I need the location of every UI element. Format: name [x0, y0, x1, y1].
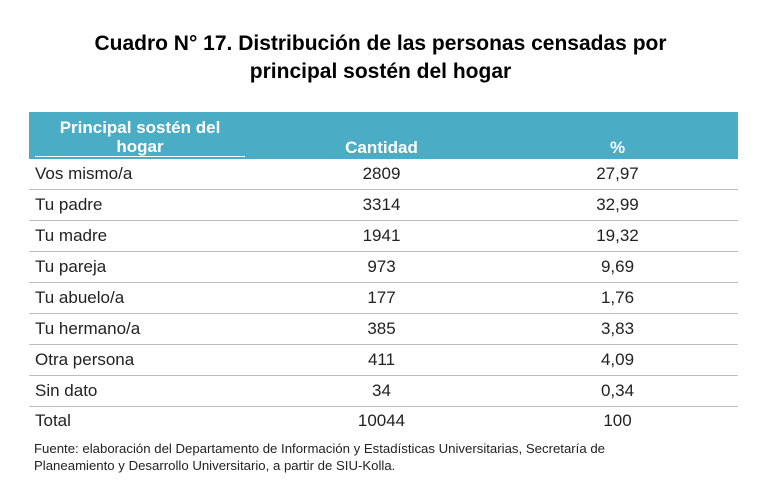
row-percent: 19,32	[497, 220, 738, 252]
table-title-line-1: Cuadro N° 17. Distribución de las person…	[94, 32, 667, 55]
total-label: Total	[35, 411, 71, 430]
row-label: Tu madre	[29, 220, 266, 252]
row-cantidad: 2809	[266, 159, 497, 190]
row-cantidad: 177	[266, 282, 497, 314]
total-percent: 100	[603, 411, 632, 430]
row-cantidad: 34	[266, 375, 497, 407]
row-percent: 3,83	[497, 313, 738, 345]
row-label: Sin dato	[29, 375, 266, 407]
row-label: Otra persona	[29, 344, 266, 376]
row-percent: 4,09	[497, 344, 738, 376]
row-cantidad: 1941	[266, 220, 497, 252]
row-percent: 1,76	[497, 282, 738, 314]
row-label: Vos mismo/a	[29, 159, 266, 190]
table-row: Tu abuelo/a 177 1,76	[29, 282, 738, 314]
table-row: Tu padre 3314 32,99	[29, 189, 738, 221]
table-row: Tu hermano/a 385 3,83	[29, 313, 738, 345]
table-row: Sin dato 34 0,34	[29, 375, 738, 407]
table-row: Tu pareja 973 9,69	[29, 251, 738, 283]
header-principal-sosten: Principal sostén del hogar	[29, 112, 266, 159]
source-note-line-2: Planeamiento y Desarrollo Universitario,…	[34, 458, 396, 473]
row-cantidad: 3314	[266, 189, 497, 221]
table-row: Otra persona 411 4,09	[29, 344, 738, 376]
distribution-table: Principal sostén del hogar Cantidad % Vo…	[29, 112, 738, 441]
row-label: Tu abuelo/a	[29, 282, 266, 314]
row-label: Tu pareja	[29, 251, 266, 283]
total-cantidad: 10044	[357, 411, 406, 430]
row-cantidad: 385	[266, 313, 497, 345]
table-header: Principal sostén del hogar Cantidad %	[29, 112, 738, 159]
table-body: Vos mismo/a 2809 27,97 Tu padre 3314 32,…	[29, 159, 738, 441]
source-note: Fuente: elaboración del Departamento de …	[34, 440, 734, 474]
header-percent: %	[497, 112, 738, 159]
row-label: Tu hermano/a	[29, 313, 266, 345]
row-percent: 27,97	[497, 159, 738, 190]
row-cantidad: 973	[266, 251, 497, 283]
table-title-line-2: principal sostén del hogar	[249, 60, 512, 83]
table-title: Cuadro N° 17. Distribución de las person…	[0, 30, 761, 86]
row-percent: 32,99	[497, 189, 738, 221]
row-percent: 0,34	[497, 375, 738, 407]
row-percent: 9,69	[497, 251, 738, 283]
header-cantidad: Cantidad	[266, 112, 497, 159]
row-cantidad: 411	[266, 344, 497, 376]
table-row: Vos mismo/a 2809 27,97	[29, 159, 738, 190]
source-note-line-1: Fuente: elaboración del Departamento de …	[34, 441, 606, 456]
row-label: Tu padre	[29, 189, 266, 221]
header-principal-sosten-label: Principal sostén del hogar	[35, 118, 245, 157]
table-row: Tu madre 1941 19,32	[29, 220, 738, 252]
total-row: Total 10044 100	[29, 407, 738, 442]
header-row: Principal sostén del hogar Cantidad %	[29, 112, 738, 159]
